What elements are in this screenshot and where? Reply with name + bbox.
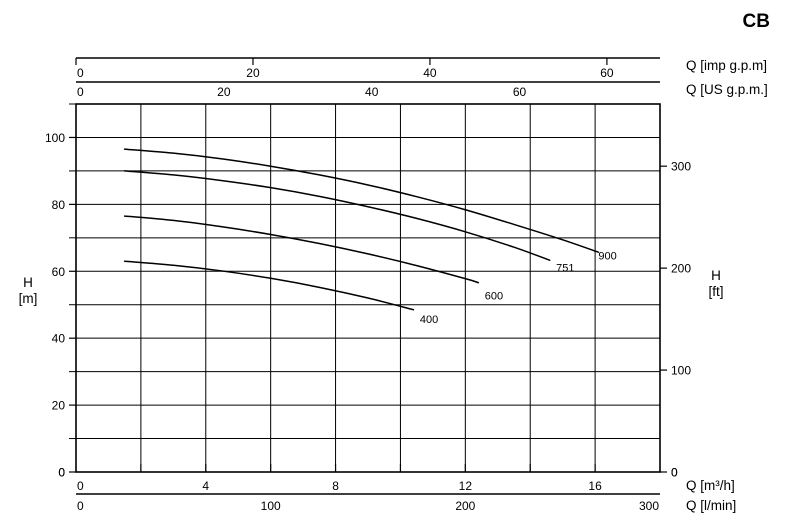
tick-label-imp-gpm: 20 [246,66,260,80]
axis-label-imp-gpm: Q [imp g.p.m] [686,58,767,73]
tick-label-h-ft: 100 [671,364,691,378]
tick-label-h-m: 0 [58,466,65,480]
axis-label-lmin: Q [l/min] [686,498,736,513]
axis-label-h-m-unit-line1: H [23,275,33,290]
curve-label-600: 600 [485,291,503,303]
performance-curve-751 [123,170,551,261]
curve-label-900: 900 [598,251,616,263]
tick-label-lmin: 0 [77,499,84,513]
tick-label-us-gpm: 0 [77,85,84,99]
tick-label-imp-gpm: 60 [600,66,614,80]
axis-label-us-gpm: Q [US g.p.m.] [686,82,768,97]
axis-label-h-m-unit-line2: [m] [19,291,38,306]
inner-zero-left: 0 [58,466,65,480]
tick-label-m3h: 16 [588,479,602,493]
tick-label-h-m: 60 [52,265,66,279]
performance-curve-600 [123,215,480,284]
tick-label-h-m: 100 [45,131,65,145]
axis-label-h-ft-unit-line2: [ft] [708,284,723,299]
tick-label-us-gpm: 20 [217,85,231,99]
tick-label-h-m: 20 [52,399,66,413]
tick-label-lmin: 300 [639,499,659,513]
tick-label-m3h: 0 [77,479,84,493]
tick-label-lmin: 100 [261,499,281,513]
tick-label-us-gpm: 40 [365,85,379,99]
performance-curve-900 [123,148,600,253]
tick-label-m3h: 8 [332,479,339,493]
page-title: CB [743,11,770,32]
performance-curve-400 [123,260,415,311]
tick-label-us-gpm: 60 [513,85,527,99]
tick-label-m3h: 12 [459,479,473,493]
inner-zero-right: 0 [671,466,678,480]
tick-label-m3h: 4 [202,479,209,493]
tick-label-lmin: 200 [455,499,475,513]
tick-label-h-ft: 200 [671,262,691,276]
tick-label-h-ft: 300 [671,160,691,174]
plot-frame [75,103,661,473]
tick-label-h-m: 40 [52,332,66,346]
axis-label-h-ft-unit-line1: H [711,268,721,283]
tick-label-imp-gpm: 0 [77,66,84,80]
tick-label-h-m: 80 [52,198,66,212]
tick-label-h-ft: 0 [671,466,678,480]
axis-label-m3h: Q [m³/h] [686,478,735,493]
tick-label-imp-gpm: 40 [423,66,437,80]
curve-label-751: 751 [556,262,574,274]
curve-label-400: 400 [420,314,438,326]
